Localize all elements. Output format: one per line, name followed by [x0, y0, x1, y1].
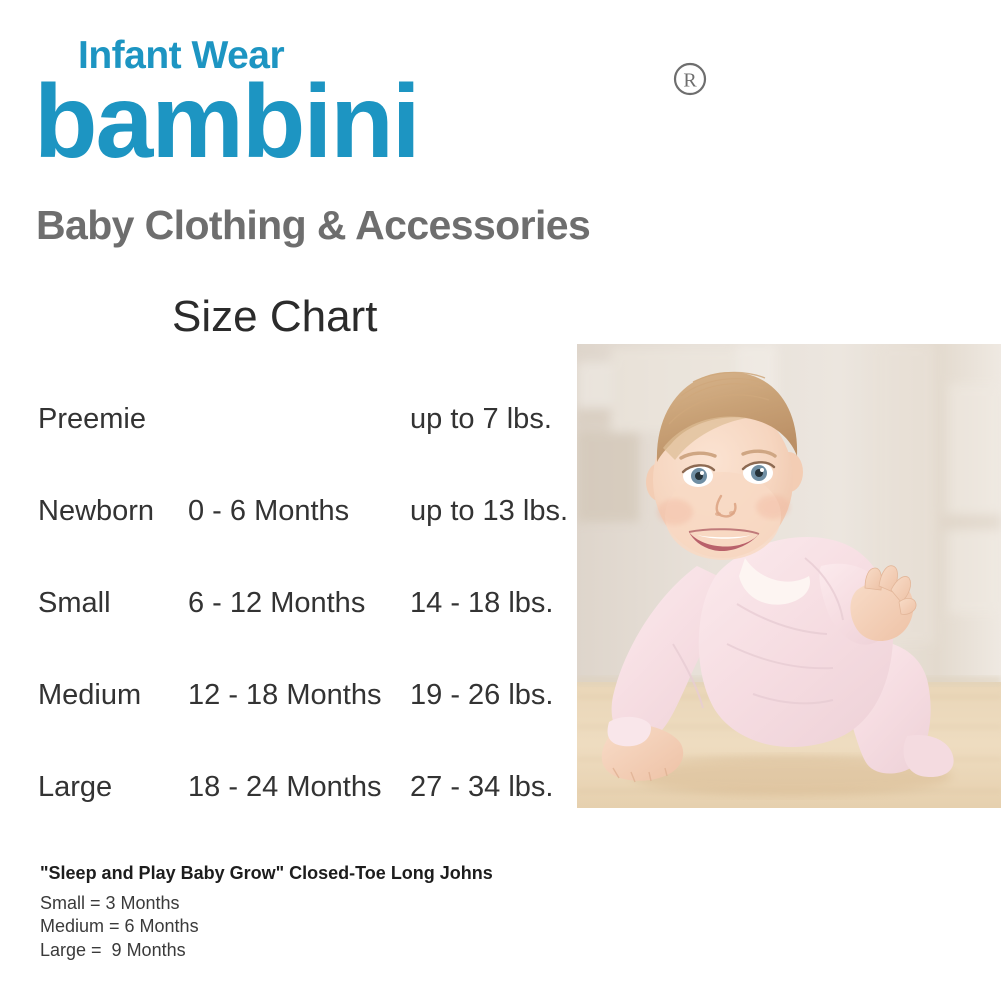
table-row: Preemie up to 7 lbs.	[36, 395, 576, 487]
cell-size: Small	[38, 587, 111, 619]
table-row: Medium 12 - 18 Months 19 - 26 lbs.	[36, 671, 576, 763]
footer-heading: "Sleep and Play Baby Grow" Closed-Toe Lo…	[40, 863, 493, 883]
svg-text:R: R	[683, 70, 697, 92]
cell-weight: 14 - 18 lbs.	[410, 587, 554, 619]
cell-weight: up to 13 lbs.	[410, 495, 568, 527]
cell-age: 6 - 12 Months	[188, 587, 366, 619]
cell-weight: 19 - 26 lbs.	[410, 679, 554, 711]
cell-size: Newborn	[38, 495, 155, 527]
cell-age: 12 - 18 Months	[188, 679, 382, 711]
table-row: Small 6 - 12 Months 14 - 18 lbs.	[36, 579, 576, 671]
cell-size: Medium	[38, 679, 142, 711]
table-row: Newborn 0 - 6 Months up to 13 lbs.	[36, 487, 576, 579]
size-chart-table: Preemie up to 7 lbs. Newborn 0 - 6 Month…	[36, 395, 576, 855]
cell-weight: 27 - 34 lbs.	[410, 771, 554, 803]
brand-logo: Infant Wear bambini R Baby Clothing & Ac…	[34, 28, 714, 246]
cell-age: 0 - 6 Months	[188, 495, 350, 527]
cell-size: Preemie	[38, 403, 146, 435]
cell-weight: up to 7 lbs.	[410, 403, 552, 435]
brand-tagline-bottom: Baby Clothing & Accessories	[36, 202, 591, 248]
page-title: Size Chart	[172, 292, 378, 341]
table-row: Large 18 - 24 Months 27 - 34 lbs.	[36, 763, 576, 855]
baby-crawling-photo	[577, 344, 1001, 808]
brand-wordmark: bambini	[34, 64, 421, 180]
cell-age: 18 - 24 Months	[188, 771, 382, 803]
footer-line-medium: Medium = 6 Months	[40, 916, 199, 937]
footer-line-large: Large = 9 Months	[40, 940, 186, 961]
registered-trademark-icon: R	[673, 62, 707, 96]
brand-tagline-top: Infant Wear	[78, 34, 285, 77]
cell-size: Large	[38, 771, 113, 803]
footer-notes: "Sleep and Play Baby Grow" Closed-Toe Lo…	[40, 862, 600, 963]
footer-line-small: Small = 3 Months	[40, 892, 180, 913]
